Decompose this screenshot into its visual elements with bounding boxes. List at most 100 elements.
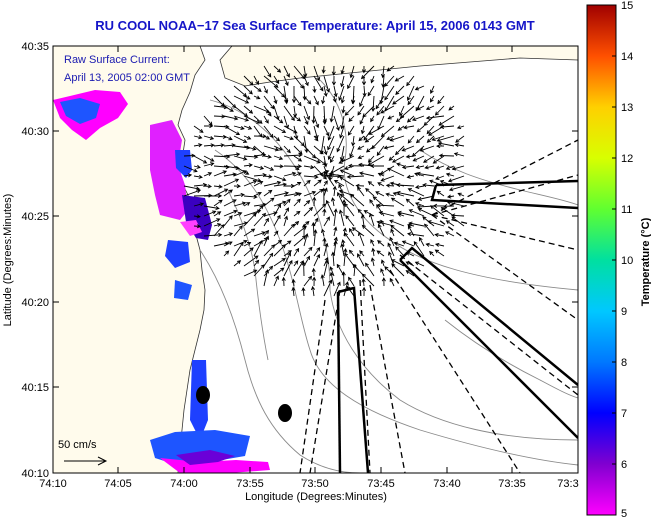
colorbar-tick: 6 bbox=[621, 459, 627, 471]
current-vector-arrow bbox=[233, 105, 249, 117]
current-vector-arrow bbox=[346, 174, 365, 179]
current-vector-arrow bbox=[371, 95, 376, 112]
current-vector-arrow bbox=[327, 135, 335, 151]
current-vector-arrow bbox=[283, 207, 289, 217]
current-vector-arrow bbox=[263, 135, 271, 140]
x-tick-label: 73:3 bbox=[557, 478, 578, 490]
current-vector-arrow bbox=[203, 135, 215, 140]
current-vector-arrow bbox=[311, 221, 316, 237]
current-vector-arrow bbox=[445, 220, 455, 227]
current-vector-arrow bbox=[320, 228, 326, 237]
current-vector-arrow bbox=[323, 180, 328, 187]
current-vector-arrow bbox=[365, 187, 375, 197]
current-vector-arrow bbox=[347, 125, 355, 136]
current-vector-arrow bbox=[233, 165, 250, 175]
current-vector-arrow bbox=[385, 192, 395, 197]
current-vector-arrow bbox=[344, 105, 355, 116]
current-vector-arrow bbox=[203, 172, 213, 177]
current-vector-arrow bbox=[371, 247, 376, 257]
current-vector-arrow bbox=[204, 123, 214, 129]
current-vector-arrow bbox=[330, 251, 336, 267]
current-vector-arrow bbox=[313, 115, 320, 129]
current-vector-arrow bbox=[370, 239, 375, 247]
current-vector-arrow bbox=[328, 172, 345, 177]
current-vector-arrow bbox=[397, 210, 415, 217]
current-vector-arrow bbox=[313, 145, 324, 155]
current-vector-arrow bbox=[310, 285, 316, 297]
current-vector-arrow bbox=[333, 281, 341, 297]
current-vector-arrow bbox=[344, 165, 355, 170]
current-vector-arrow bbox=[331, 65, 336, 76]
x-axis: 74:10 74:05 74:00 73:55 73:50 73:45 73:4… bbox=[39, 46, 579, 503]
current-vector-arrow bbox=[283, 259, 293, 277]
current-vector-arrow bbox=[253, 259, 260, 267]
colorbar-tick: 8 bbox=[621, 357, 627, 369]
current-vector-arrow bbox=[368, 125, 385, 135]
current-vector-arrow bbox=[396, 182, 415, 188]
current-vector-arrow bbox=[283, 75, 289, 87]
current-vector-arrow bbox=[327, 125, 335, 141]
current-vector-arrow bbox=[445, 165, 455, 170]
current-vector-arrow bbox=[312, 196, 317, 207]
current-vector-arrow bbox=[243, 242, 252, 247]
colorbar-label: Temperature (°C) bbox=[640, 217, 651, 306]
current-vector-arrow bbox=[425, 105, 435, 111]
current-vector-arrow bbox=[399, 105, 405, 117]
current-vector-arrow bbox=[283, 95, 288, 103]
current-vector-arrow bbox=[434, 242, 445, 247]
current-vector-arrow bbox=[405, 251, 415, 257]
current-vector-arrow bbox=[203, 162, 215, 167]
current-vector-arrow bbox=[193, 164, 201, 169]
current-vector-arrow bbox=[253, 134, 267, 139]
current-vector-arrow bbox=[389, 219, 405, 227]
current-vector-arrow bbox=[273, 125, 287, 133]
current-vector-arrow bbox=[330, 197, 336, 207]
current-vector-arrow bbox=[193, 202, 205, 207]
colorbar-gradient bbox=[586, 4, 617, 516]
current-vector-arrow bbox=[450, 213, 465, 218]
current-vector-arrow bbox=[303, 174, 319, 180]
current-vector-arrow bbox=[436, 144, 445, 149]
current-vector-arrow bbox=[392, 191, 405, 197]
current-vector-arrow bbox=[437, 141, 455, 147]
current-vector-arrow bbox=[357, 145, 365, 150]
colorbar-tick: 5 bbox=[621, 508, 627, 519]
current-vector-arrow bbox=[357, 186, 365, 197]
current-vector-arrow bbox=[375, 191, 385, 197]
current-vector-arrow bbox=[365, 262, 375, 277]
current-vector-arrow bbox=[349, 65, 355, 79]
current-vector-arrow bbox=[407, 135, 415, 144]
current-vector-arrow bbox=[243, 180, 258, 187]
current-vector-arrow bbox=[283, 223, 296, 237]
current-vector-arrow bbox=[377, 182, 385, 187]
x-axis-label: Longitude (Degrees:Minutes) bbox=[245, 491, 387, 503]
current-vector-arrow bbox=[273, 214, 281, 227]
current-vector-arrow bbox=[321, 65, 326, 74]
current-vector-arrow bbox=[338, 155, 355, 164]
current-vector-arrow bbox=[417, 195, 435, 201]
y-tick-label: 40:35 bbox=[21, 41, 49, 53]
y-tick-label: 40:30 bbox=[21, 126, 49, 138]
current-vector-arrow bbox=[263, 154, 272, 159]
current-vector-arrow bbox=[291, 286, 296, 297]
current-vector-arrow bbox=[367, 181, 375, 187]
current-vector-arrow bbox=[263, 244, 276, 257]
current-vector-arrow bbox=[416, 125, 425, 133]
current-vector-arrow bbox=[323, 85, 328, 97]
current-vector-arrow bbox=[203, 210, 217, 217]
current-vector-arrow bbox=[293, 165, 300, 171]
current-vector-arrow bbox=[362, 105, 375, 118]
current-vector-arrow bbox=[385, 183, 395, 188]
current-vector-arrow bbox=[377, 223, 385, 237]
current-vector-arrow bbox=[344, 252, 355, 267]
current-vector-arrow bbox=[361, 278, 366, 287]
current-vector-arrow bbox=[203, 218, 221, 227]
current-vectors bbox=[183, 65, 465, 297]
current-vector-arrow bbox=[362, 85, 367, 98]
current-vector-arrow bbox=[357, 155, 365, 160]
current-vector-arrow bbox=[384, 85, 395, 101]
current-vector-arrow bbox=[313, 135, 319, 142]
x-tick-label: 73:50 bbox=[301, 478, 329, 490]
current-vector-arrow bbox=[303, 165, 315, 170]
current-vector-arrow bbox=[368, 212, 375, 227]
